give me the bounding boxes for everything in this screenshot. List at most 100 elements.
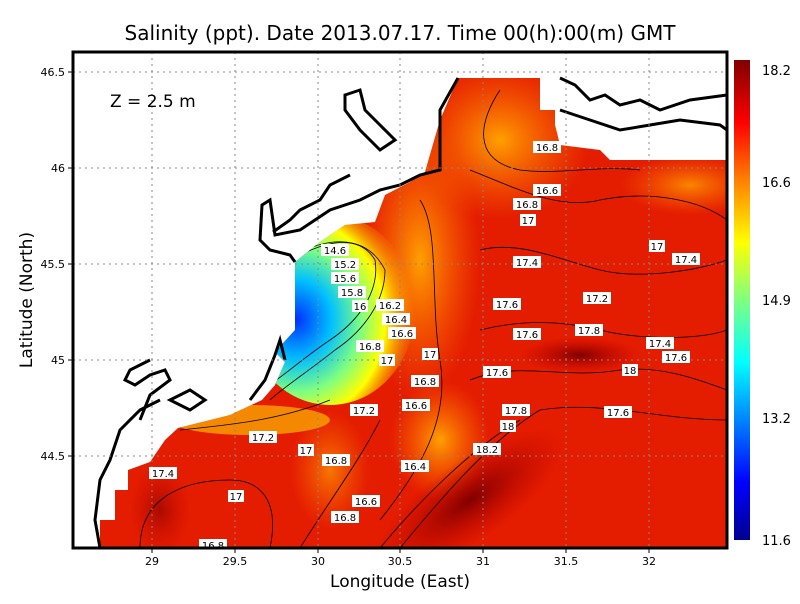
contour-label-bg <box>322 454 350 466</box>
contour-label: 16.4 <box>404 462 426 473</box>
contour-label-bg <box>493 298 521 310</box>
contour-label: 16.6 <box>355 497 377 508</box>
y-tick-label: 45 <box>51 354 65 367</box>
contour-label-bg <box>338 286 366 298</box>
x-tick-label: 31.5 <box>554 555 579 568</box>
y-tick-label: 46 <box>51 162 65 175</box>
contour-label: 17 <box>522 216 535 227</box>
contour-label: 17.6 <box>516 330 538 341</box>
contour-label: 17.4 <box>516 258 538 269</box>
contour-label-bg <box>583 292 611 304</box>
x-tick-label: 30.5 <box>388 555 413 568</box>
x-axis-ticks: 29 29.5 30 30.5 31 31.5 32 <box>145 548 656 568</box>
x-tick-label: 31 <box>476 555 490 568</box>
contour-label: 18 <box>624 366 637 377</box>
contour-label-bg <box>604 406 632 418</box>
map-title: Salinity (ppt). Date 2013.07.17. Time 00… <box>125 21 677 45</box>
contour-label: 17 <box>300 446 313 457</box>
x-axis-label: Longitude (East) <box>330 572 470 592</box>
contour-label-bg <box>149 467 177 479</box>
contour-label-bg <box>352 300 368 312</box>
contour-label-bg <box>249 431 277 443</box>
contour-label: 17.8 <box>578 326 600 337</box>
y-tick-label: 44.5 <box>41 450 66 463</box>
x-tick-label: 30 <box>311 555 325 568</box>
colorbar <box>734 60 750 540</box>
contour-label-bg <box>513 328 541 340</box>
contour-label-bg <box>622 364 638 376</box>
contour-label: 17.6 <box>665 353 687 364</box>
contour-label: 17.6 <box>486 368 508 379</box>
contour-label-bg <box>646 337 674 349</box>
contour-label-bg <box>662 351 690 363</box>
contour-label-bg <box>382 313 410 325</box>
colorbar-tick-label: 11.6 <box>762 534 791 549</box>
x-tick-label: 29.5 <box>223 555 248 568</box>
contour-label: 16.8 <box>516 200 538 211</box>
contour-label: 16.2 <box>379 301 401 312</box>
contour-label: 17.4 <box>675 255 697 266</box>
contour-label: 14.6 <box>324 246 346 257</box>
contour-label-bg <box>401 460 429 472</box>
y-axis-label: Latitude (North) <box>17 232 37 368</box>
contour-label: 17 <box>230 492 243 503</box>
contour-label-bg <box>402 399 430 411</box>
contour-label-bg <box>500 420 516 432</box>
contour-label: 16 <box>354 302 367 313</box>
contour-label: 17.6 <box>607 408 629 419</box>
contour-label: 15.6 <box>334 274 356 285</box>
contour-label: 17 <box>424 350 437 361</box>
contour-label-bg <box>473 443 501 455</box>
x-tick-label: 32 <box>642 555 656 568</box>
contour-label: 16.8 <box>359 342 381 353</box>
contour-label: 17.6 <box>496 300 518 311</box>
contour-label-bg <box>411 375 439 387</box>
contour-label-bg <box>513 198 541 210</box>
contour-label: 16.8 <box>334 513 356 524</box>
contour-label-bg <box>228 490 244 502</box>
contour-label: 16.6 <box>405 401 427 412</box>
contour-label-bg <box>672 253 700 265</box>
contour-label: 17.8 <box>505 406 527 417</box>
contour-label-bg <box>422 348 438 360</box>
contour-label: 17.4 <box>152 469 174 480</box>
contour-label-bg <box>376 299 404 311</box>
contour-label: 16.8 <box>414 377 436 388</box>
contour-label: 17.2 <box>586 294 608 305</box>
contour-label: 16.6 <box>536 186 558 197</box>
y-tick-label: 46.5 <box>41 66 66 79</box>
contour-label: 16.4 <box>385 315 407 326</box>
contour-label-bg <box>350 404 378 416</box>
y-axis-ticks: 46.5 46 45.5 45 44.5 <box>41 66 73 463</box>
contour-label-bg <box>356 340 384 352</box>
contour-label: 15.2 <box>334 260 356 271</box>
colorbar-ticks: 18.2 16.6 14.9 13.2 11.6 <box>762 64 791 549</box>
contour-label: 15.8 <box>341 288 363 299</box>
colorbar-tick-label: 13.2 <box>762 412 791 427</box>
colorbar-tick-label: 18.2 <box>762 64 791 79</box>
colorbar-tick-label: 16.6 <box>762 176 791 191</box>
colorbar-tick-label: 14.9 <box>762 294 791 309</box>
y-tick-label: 45.5 <box>41 258 66 271</box>
contour-label-bg <box>388 327 416 339</box>
salinity-field <box>100 78 727 548</box>
x-tick-label: 29 <box>145 555 159 568</box>
coastline <box>93 76 728 549</box>
contour-label: 16.6 <box>391 329 413 340</box>
contour-label-bg <box>331 511 359 523</box>
contour-label-bg <box>352 495 380 507</box>
contour-label-bg <box>379 354 395 366</box>
contour-label: 17.2 <box>353 406 375 417</box>
contour-label-bg <box>298 444 314 456</box>
contour-label: 16.8 <box>536 143 558 154</box>
contour-label-bg <box>575 324 603 336</box>
contour-label-bg <box>483 366 511 378</box>
contour-label: 16.8 <box>325 456 347 467</box>
contour-label-bg <box>502 404 530 416</box>
contour-label: 17 <box>651 242 664 253</box>
contour-label-bg <box>331 272 359 284</box>
contour-label-bg <box>649 240 665 252</box>
contour-label: 17 <box>381 356 394 367</box>
